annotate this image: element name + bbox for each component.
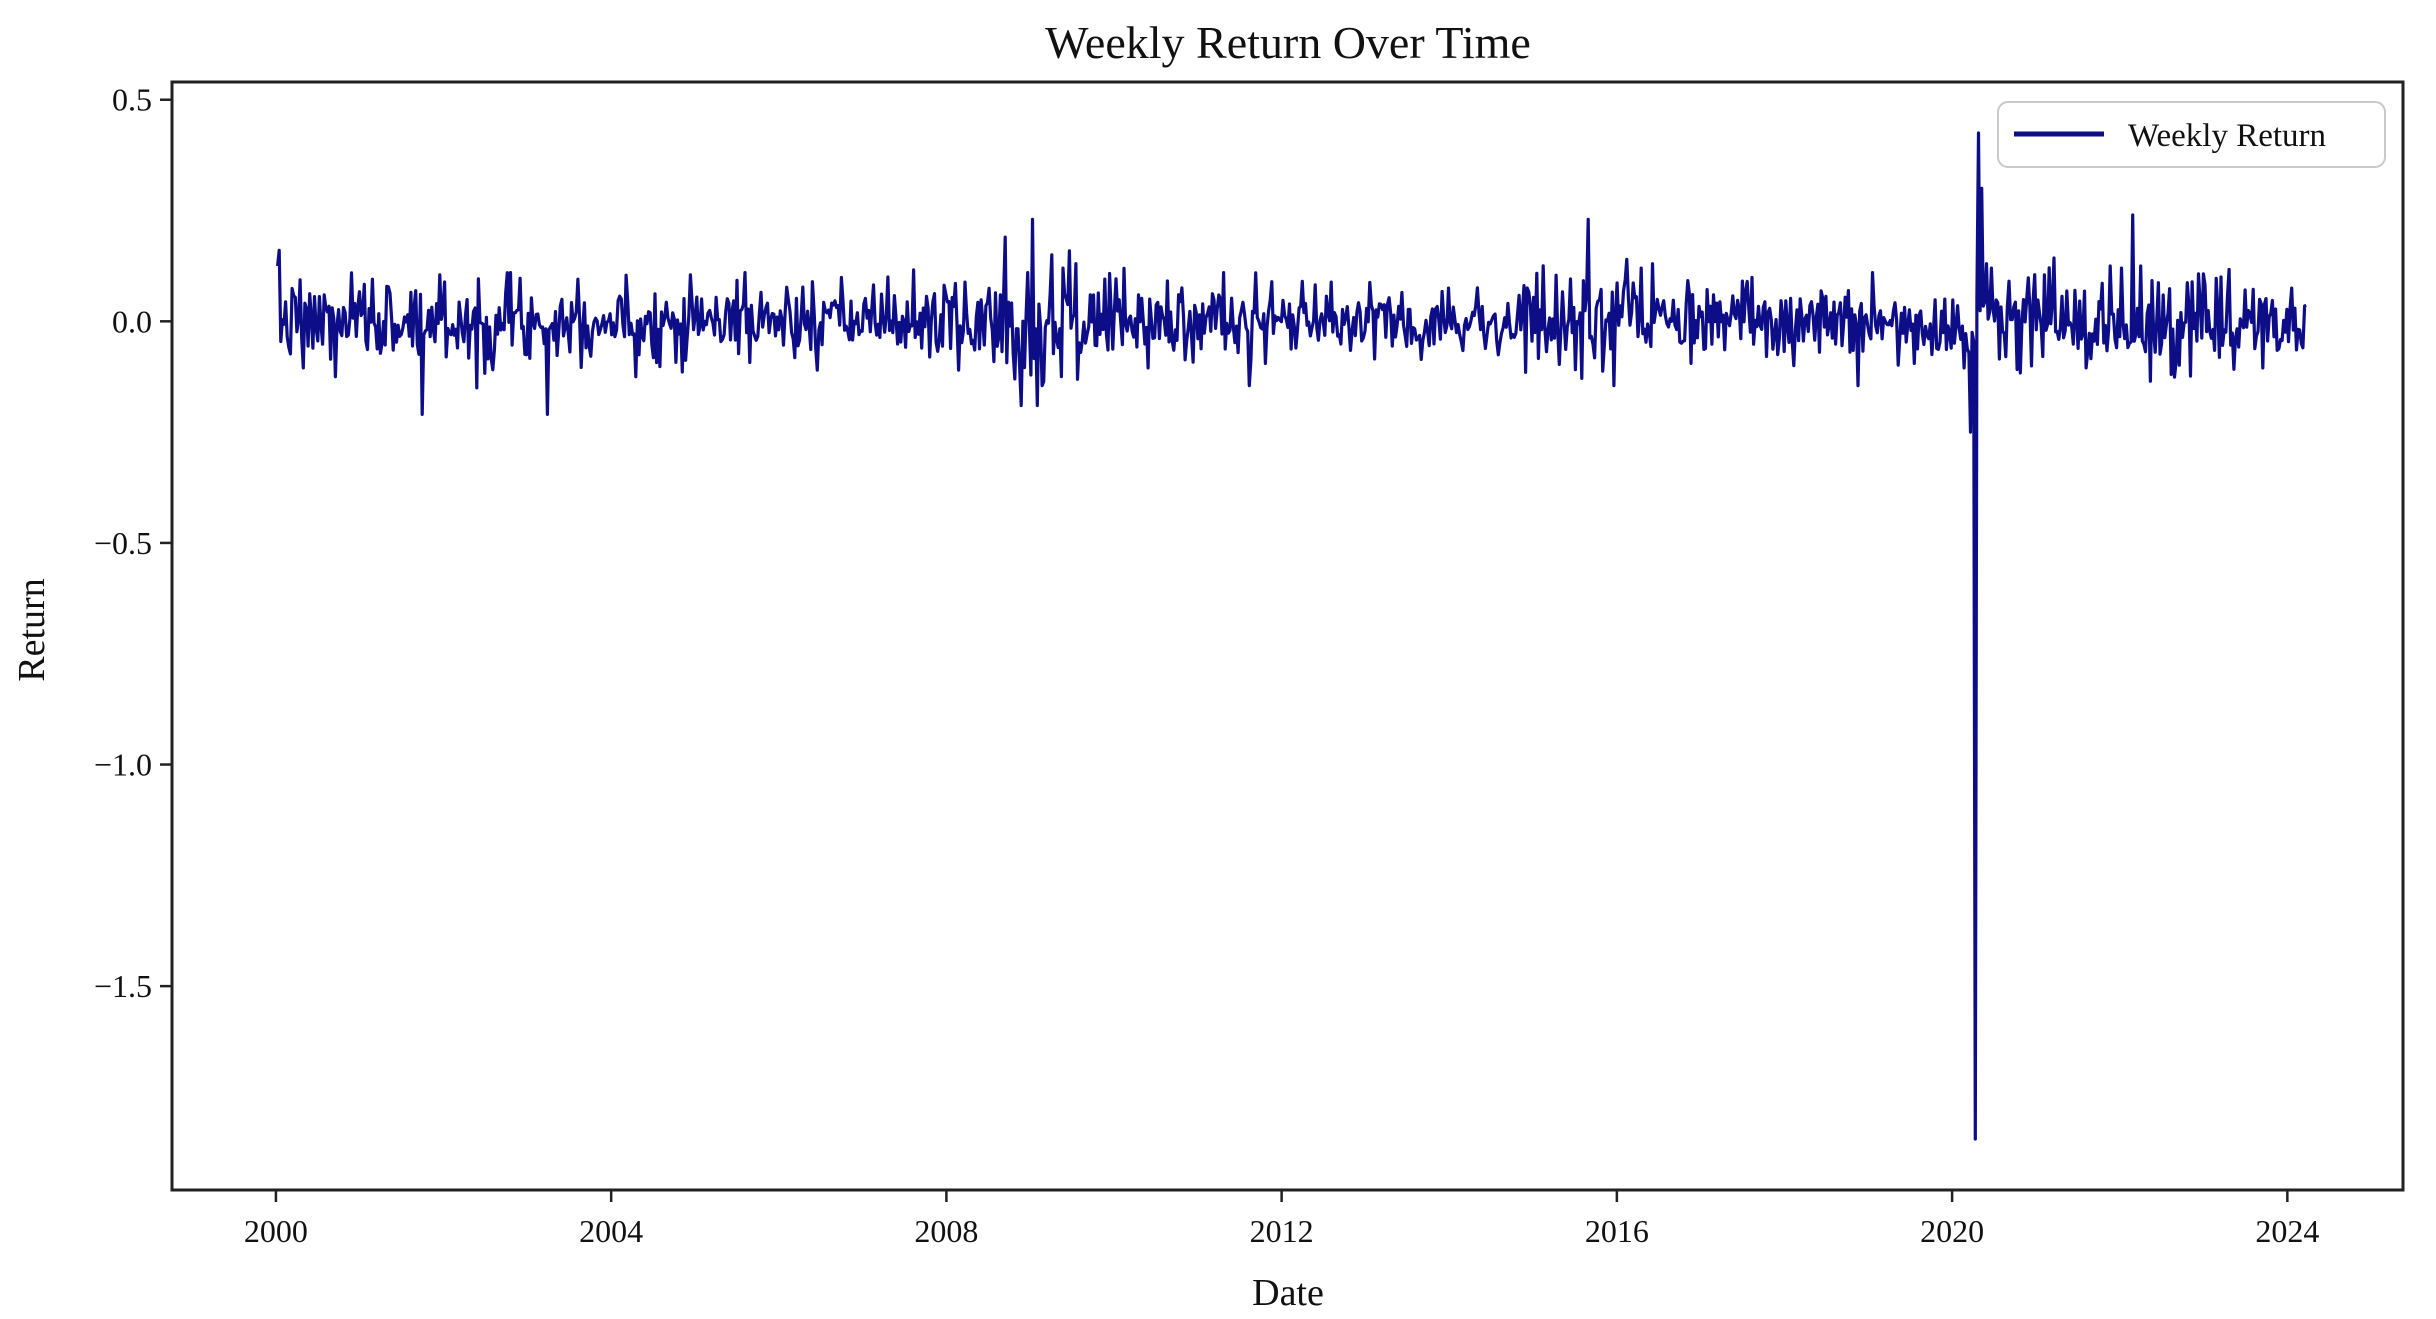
y-axis: 0.5 0.0 −0.5 −1.0 −1.5 [94,82,172,1004]
legend-box [1997,101,2386,168]
x-tick-label: 2004 [579,1213,643,1249]
x-tick-label: 2020 [1920,1213,1984,1249]
legend: Weekly Return [1997,101,2386,168]
y-tick-label: −1.5 [94,968,152,1004]
series-layer [276,131,2307,1141]
chart-title: Weekly Return Over Time [1045,17,1531,68]
y-tick-label: −0.5 [94,525,152,561]
plot-frame [170,80,2405,1192]
legend-label: Weekly Return [2128,118,2326,154]
y-tick-label: 0.5 [112,82,152,118]
y-tick-label: 0.0 [112,303,152,339]
x-tick-label: 2012 [1250,1213,1314,1249]
y-tick-label: −1.0 [94,747,152,783]
weekly-return-line [276,131,2307,1141]
y-axis-label: Return [11,578,53,681]
x-axis: 2000 2004 2008 2012 2016 2020 2024 [244,1190,2319,1249]
x-axis-label: Date [1252,1272,1324,1314]
x-tick-label: 2016 [1585,1213,1649,1249]
x-tick-label: 2024 [2255,1213,2319,1249]
x-tick-label: 2000 [244,1213,308,1249]
x-tick-label: 2008 [914,1213,978,1249]
